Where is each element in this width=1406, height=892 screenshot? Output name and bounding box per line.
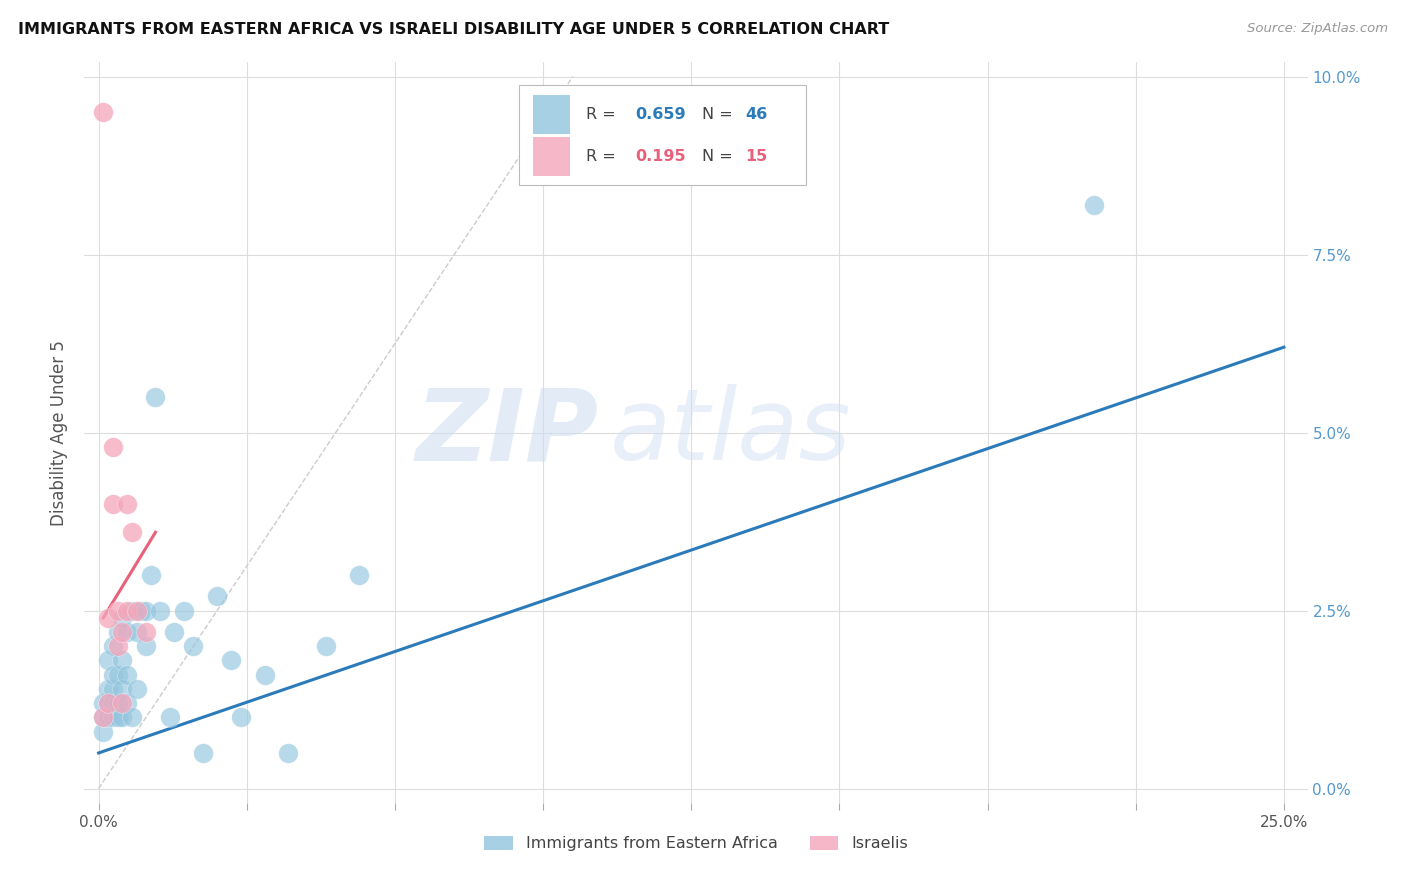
Point [121,604,143,618]
Bar [533,137,569,176]
Point [253,667,276,681]
Point [101,497,124,511]
Point [97,653,120,667]
Point [101,639,124,653]
Point [115,667,138,681]
Point [221,653,243,667]
Text: ZIP: ZIP [415,384,598,481]
Point [107,604,129,618]
Point [159,710,181,724]
Point [135,624,157,639]
Point [107,710,129,724]
Point [125,624,148,639]
Legend: Immigrants from Eastern Africa, Israelis: Immigrants from Eastern Africa, Israelis [478,830,914,858]
Point [97,696,120,710]
Point [91,105,114,120]
Point [111,624,134,639]
Point [107,667,129,681]
Point [107,624,129,639]
Point [205,590,228,604]
Text: Source: ZipAtlas.com: Source: ZipAtlas.com [1247,22,1388,36]
Point [111,710,134,724]
Text: N =: N = [702,149,738,164]
Point [183,639,205,653]
Point [97,610,120,624]
Point [111,681,134,696]
Point [107,696,129,710]
Point [107,639,129,653]
FancyBboxPatch shape [519,85,806,185]
Point [115,604,138,618]
Point [135,639,157,653]
Text: R =: R = [586,107,626,122]
Point [315,639,337,653]
Point [97,696,120,710]
Point [145,390,167,404]
Text: N =: N = [702,107,738,122]
Y-axis label: Disability Age Under 5: Disability Age Under 5 [51,340,69,525]
Point [121,710,143,724]
Point [149,604,172,618]
Point [101,667,124,681]
Point [125,681,148,696]
Point [163,624,186,639]
Bar [533,95,569,134]
Point [97,681,120,696]
Point [101,440,124,454]
Text: R =: R = [586,149,626,164]
Point [115,696,138,710]
Point [229,710,252,724]
Text: 0.659: 0.659 [636,107,686,122]
Point [121,525,143,540]
Point [115,497,138,511]
Point [191,746,214,760]
Point [97,710,120,724]
Text: atlas: atlas [610,384,852,481]
Point [111,653,134,667]
Point [1083,198,1105,212]
Point [111,696,134,710]
Point [111,610,134,624]
Point [101,710,124,724]
Point [129,604,152,618]
Point [173,604,195,618]
Point [277,746,299,760]
Point [135,604,157,618]
Point [349,568,371,582]
Point [101,696,124,710]
Text: 0.195: 0.195 [636,149,686,164]
Point [125,604,148,618]
Point [115,624,138,639]
Point [91,696,114,710]
Point [91,710,114,724]
Point [101,681,124,696]
Point [91,724,114,739]
Text: 15: 15 [745,149,768,164]
Text: 46: 46 [745,107,768,122]
Point [139,568,162,582]
Point [91,710,114,724]
Text: IMMIGRANTS FROM EASTERN AFRICA VS ISRAELI DISABILITY AGE UNDER 5 CORRELATION CHA: IMMIGRANTS FROM EASTERN AFRICA VS ISRAEL… [18,22,890,37]
